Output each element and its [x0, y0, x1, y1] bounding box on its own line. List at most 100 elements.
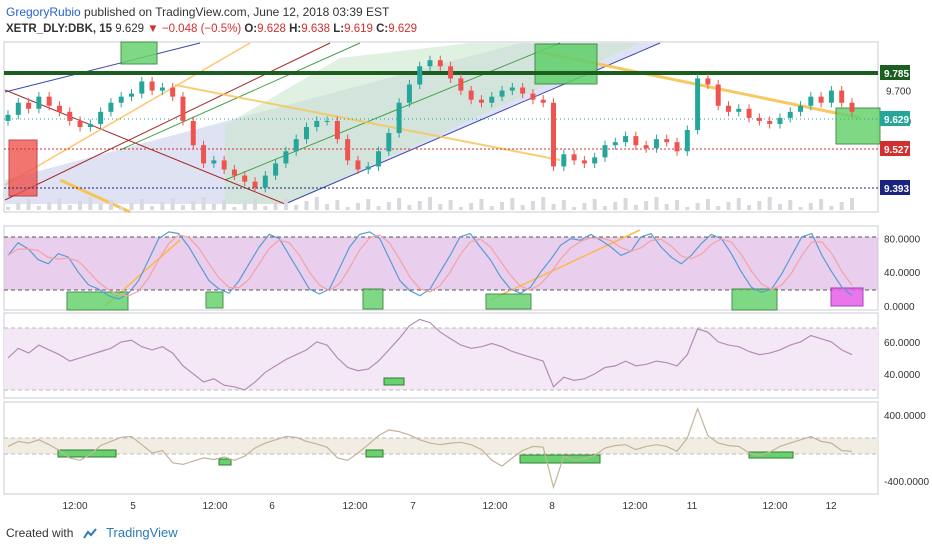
volume-bar [819, 199, 824, 210]
volume-bar [613, 202, 618, 210]
down-arrow-icon: ▼ [147, 23, 159, 35]
open-label: O: [244, 23, 258, 35]
price-tag-label: 9.527 [884, 145, 909, 156]
stoch-axis-tick: 80.0000 [884, 235, 921, 246]
candle-body [170, 87, 176, 97]
volume-bar [139, 199, 144, 210]
volume-bar [98, 204, 103, 210]
candle-body [15, 102, 21, 115]
volume-bar [314, 197, 319, 210]
created-with-text: Created with [6, 526, 74, 540]
symbol-legend: XETR_DLY:DBK, 15 9.629 ▼ −0.048 (−0.5%) … [6, 23, 417, 35]
candle-body [67, 111, 73, 121]
candle-body [736, 108, 742, 112]
volume-bars [6, 197, 854, 210]
volume-bar [602, 206, 607, 210]
candle-body [633, 136, 639, 146]
candle-body [756, 117, 762, 121]
volume-bar [366, 199, 371, 210]
volume-bar [767, 197, 772, 210]
volume-bar [67, 205, 72, 210]
candle-body [159, 87, 165, 91]
candle-body [242, 175, 248, 182]
price-tag-label: 9.629 [884, 115, 909, 126]
volume-bar [36, 206, 41, 210]
volume-bar [294, 205, 299, 210]
close-label: C: [376, 23, 389, 35]
volume-bar [283, 198, 288, 210]
author-link[interactable]: GregoryRubio [6, 5, 81, 19]
rsi-axis-tick: 40.0000 [884, 370, 921, 381]
volume-bar [726, 202, 731, 210]
volume-bar [150, 206, 155, 210]
price-tag-label: 9.785 [884, 69, 909, 80]
cci-line [7, 406, 853, 490]
candle-body [612, 142, 618, 146]
volume-bar [386, 202, 391, 210]
price-tag-box [880, 65, 910, 80]
volume-bar [747, 205, 752, 210]
high-label: H: [289, 23, 302, 35]
volume-bar [572, 207, 577, 210]
volume-bar [47, 202, 52, 210]
candle-body [808, 96, 814, 106]
symbol-name: XETR_DLY:DBK, 15 [6, 23, 113, 35]
volume-bar [798, 207, 803, 210]
candle-body [36, 96, 42, 109]
time-axis-tick: 12:00 [62, 501, 87, 512]
trend-orange-3 [59, 178, 131, 214]
candle-body [839, 90, 845, 103]
volume-bar [6, 207, 10, 210]
volume-bar [675, 200, 680, 210]
volume-bar [88, 197, 93, 210]
volume-bar [108, 200, 113, 210]
candle-body [324, 120, 330, 122]
candle-body [664, 139, 670, 143]
candle-body [448, 66, 454, 79]
volume-bar [510, 198, 515, 210]
tradingview-brand[interactable]: TradingView [106, 525, 178, 540]
candle-body [551, 102, 557, 167]
candle-body [653, 139, 659, 149]
volume-bar [808, 203, 813, 210]
box-green-top2 [534, 43, 598, 85]
candle-body [489, 96, 495, 103]
volume-bar [469, 203, 474, 210]
candle-body [417, 66, 423, 85]
volume-bar [757, 201, 762, 210]
candle-body [478, 99, 484, 103]
volume-bar [500, 202, 505, 210]
candle-body [334, 120, 340, 140]
volume-bar [695, 203, 700, 210]
volume-bar [520, 205, 525, 210]
candle-body [231, 169, 237, 176]
volume-bar [170, 198, 175, 210]
candle-body [87, 123, 93, 127]
candle-body [56, 105, 62, 112]
candle-body [818, 96, 824, 103]
volume-bar [119, 207, 124, 210]
box-green-top [120, 41, 158, 65]
volume-bar [716, 206, 721, 210]
candle-body [262, 175, 268, 188]
volume-bar [788, 200, 793, 210]
candle-body [386, 133, 392, 152]
last-price: 9.629 [115, 23, 145, 35]
volume-bar [664, 204, 669, 210]
volume-bar [201, 197, 206, 210]
candle-body [98, 111, 104, 124]
candle-body [303, 127, 309, 140]
volume-bar [16, 203, 21, 210]
candle-body [345, 139, 351, 161]
price-tag-box [880, 180, 910, 195]
price-axis-tick: 9.700 [886, 87, 911, 98]
candle-body [376, 151, 382, 167]
stoch-trend-2 [489, 229, 641, 301]
candle-body [581, 160, 587, 164]
candle-body [530, 93, 536, 100]
price-tag-label: 9.393 [884, 184, 909, 195]
stoch-axis-tick: 40.0000 [884, 268, 921, 279]
candle-body [468, 90, 474, 100]
candle-body [108, 102, 114, 112]
